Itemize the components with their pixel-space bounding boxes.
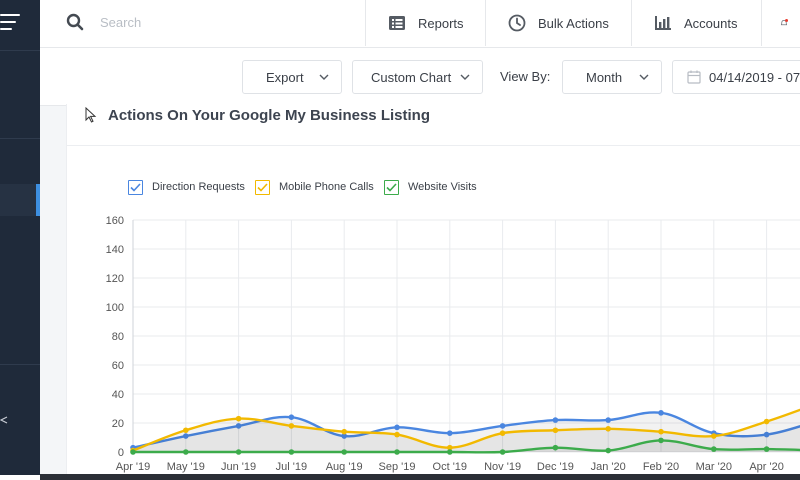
nav-reports-label: Reports [418,15,464,31]
calendar-icon [687,70,701,84]
legend-direction-requests[interactable]: Direction Requests [128,177,245,197]
sidebar-divider [0,50,40,51]
view-by-dropdown[interactable]: Month [562,60,662,94]
bar-chart-icon [655,16,671,30]
nav-reports[interactable]: Reports [365,0,485,46]
search-input[interactable] [100,12,300,32]
view-by-value: Month [586,69,623,85]
check-icon [128,179,143,195]
sidebar-active-marker [36,184,40,216]
card-title: Actions On Your Google My Business Listi… [108,107,430,124]
sidebar-item-active[interactable] [0,184,40,216]
card-header: Actions On Your Google My Business Listi… [67,104,800,146]
chevron-down-icon [460,74,470,80]
legend-website-visits[interactable]: Website Visits [384,177,477,197]
nav-bulk-actions-label: Bulk Actions [538,15,609,31]
chevron-left-icon[interactable] [0,416,8,424]
date-range-picker[interactable]: 04/14/2019 - 07/ [672,60,800,94]
bottom-strip [40,474,800,480]
legend-label: Direction Requests [152,181,245,193]
view-by-label: View By: [500,69,551,84]
search-icon[interactable] [66,13,84,31]
legend-mobile-phone-calls[interactable]: Mobile Phone Calls [255,177,374,197]
sidebar-divider [0,364,40,365]
check-icon [384,179,399,195]
hamburger-icon[interactable] [0,10,22,34]
custom-chart-label: Custom Chart [371,69,452,85]
nav-bulk-actions[interactable]: Bulk Actions [485,0,631,46]
toolbar: Export Custom Chart View By: Month 04/14… [40,48,800,106]
legend-label: Website Visits [408,181,477,193]
export-dropdown[interactable]: Export [242,60,342,94]
clock-icon [508,14,526,32]
nav-notifications[interactable] [761,0,800,46]
nav-accounts-label: Accounts [684,15,738,31]
top-bar: Reports Bulk Actions Accounts [40,0,800,48]
nav-accounts[interactable]: Accounts [631,0,761,46]
reports-icon [389,16,405,30]
date-range-value: 04/14/2019 - 07/ [709,69,800,85]
sidebar-divider [0,138,40,139]
export-label: Export [266,69,304,85]
chevron-down-icon [639,74,649,80]
sidebar [0,0,40,475]
chart-card: Actions On Your Google My Business Listi… [66,104,800,480]
legend-label: Mobile Phone Calls [279,181,374,193]
check-icon [255,179,270,195]
cursor-icon [85,107,97,123]
chevron-down-icon [319,74,329,80]
bell-icon [780,19,788,26]
custom-chart-dropdown[interactable]: Custom Chart [352,60,483,94]
